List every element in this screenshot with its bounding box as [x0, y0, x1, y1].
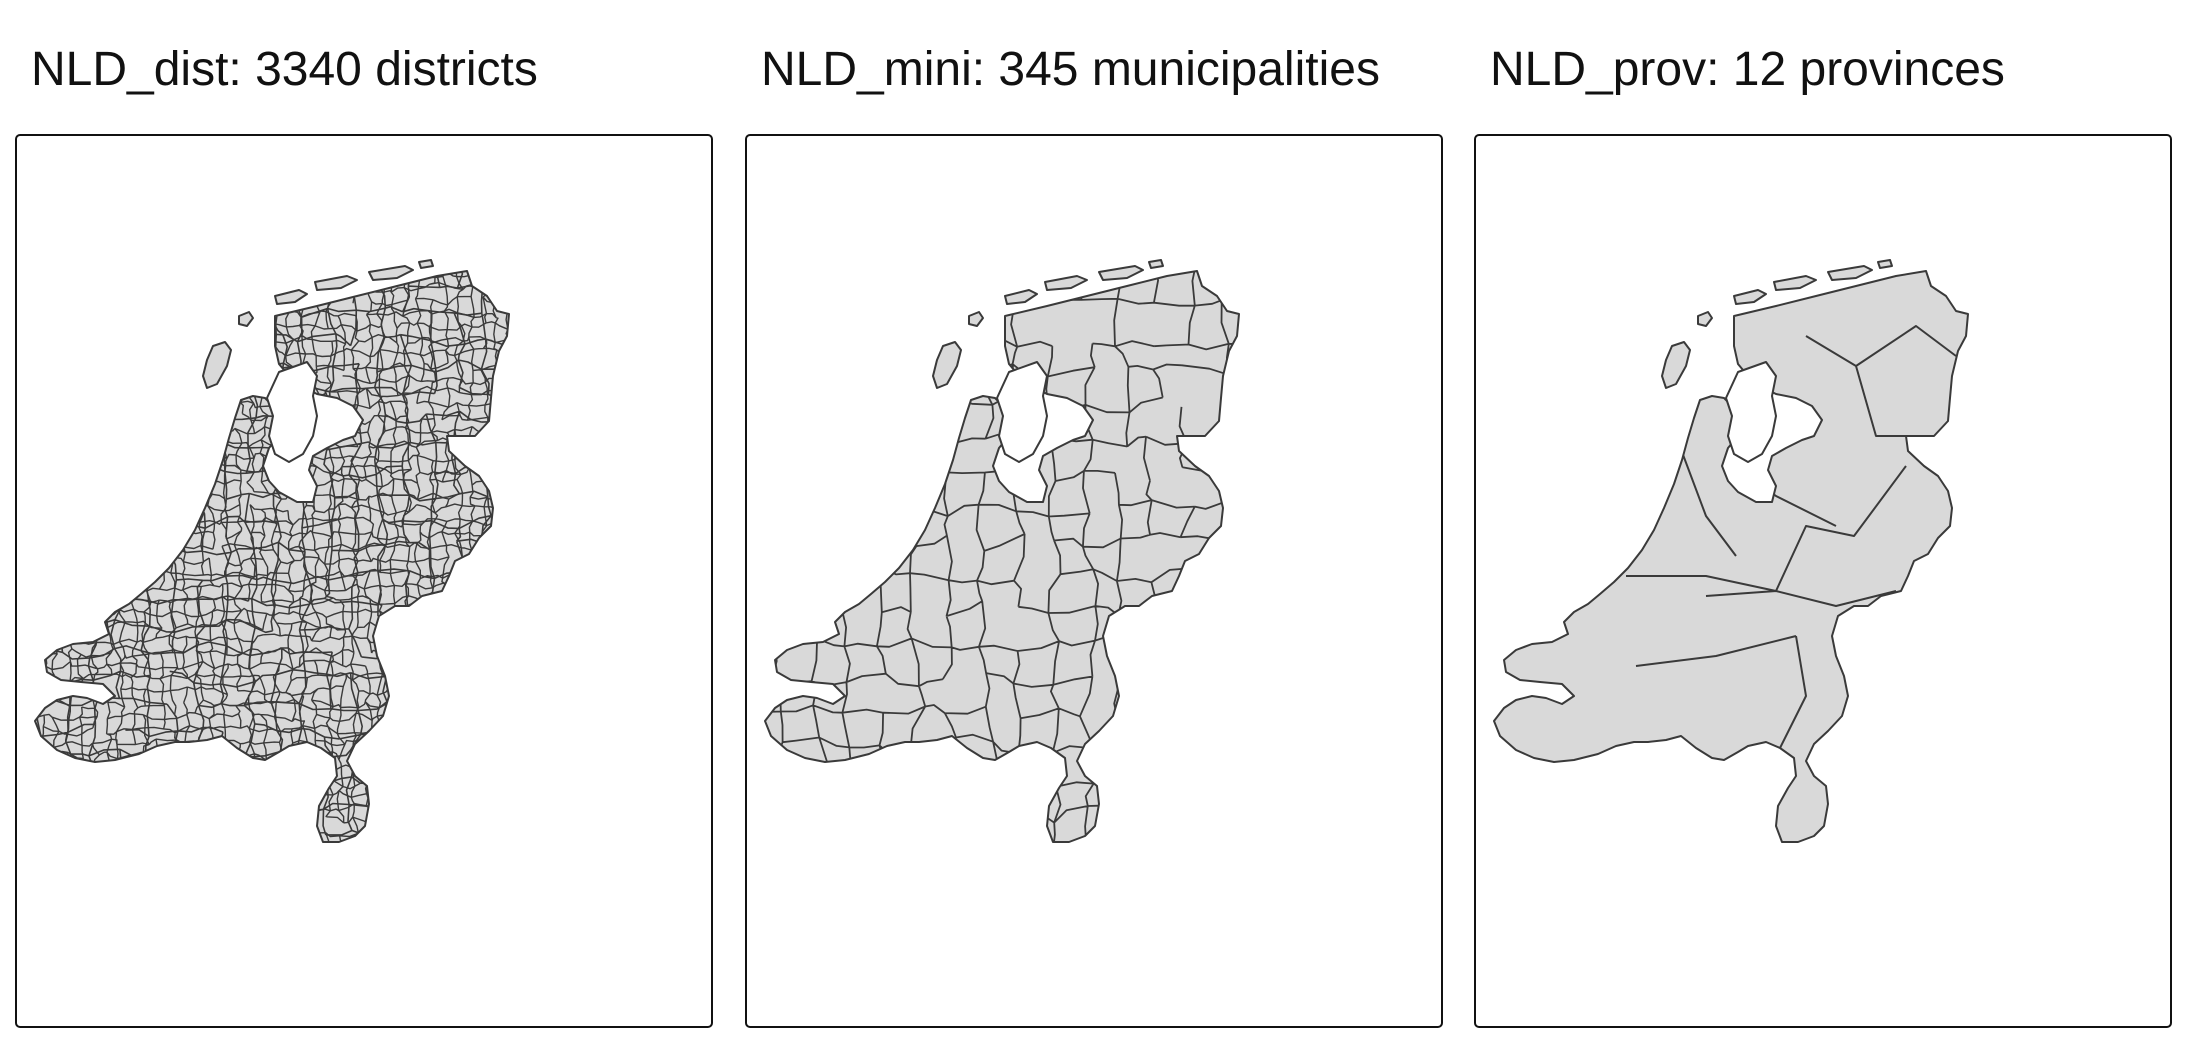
island-region — [1044, 275, 1088, 291]
island-region — [418, 259, 434, 269]
mainland-region — [34, 270, 510, 843]
mainland-region — [1493, 270, 1969, 843]
island-region — [1733, 289, 1767, 305]
panel-title: NLD_prov: 12 provinces — [1490, 43, 2005, 96]
island-region — [1098, 265, 1144, 281]
map-frame-provinces — [1474, 134, 2172, 1028]
island-region — [1877, 259, 1893, 269]
island-region — [932, 341, 962, 389]
island-region — [314, 275, 358, 291]
ijsselmeer-water — [996, 361, 1048, 463]
island-region — [274, 289, 308, 305]
panel-title: NLD_mini: 345 municipalities — [761, 43, 1380, 96]
island-region — [202, 341, 232, 389]
map-frame-municipalities — [745, 134, 1443, 1028]
island-region — [1661, 341, 1691, 389]
netherlands-map-provinces — [1493, 259, 1969, 843]
mainland-region — [764, 270, 1240, 843]
map-frame-districts — [15, 134, 713, 1028]
panel-provinces: NLD_prov: 12 provinces — [1474, 0, 2172, 1030]
island-region — [1148, 259, 1164, 269]
ijsselmeer-water — [1725, 361, 1777, 463]
island-region — [1773, 275, 1817, 291]
panel-municipalities: NLD_mini: 345 municipalities — [745, 0, 1443, 1030]
ijsselmeer-water — [266, 361, 318, 463]
island-region — [1697, 311, 1713, 327]
panel-districts: NLD_dist: 3340 districts — [15, 0, 713, 1030]
netherlands-map-municipalities — [764, 259, 1240, 843]
panel-title: NLD_dist: 3340 districts — [31, 43, 538, 96]
netherlands-map-districts — [34, 259, 510, 843]
island-region — [1827, 265, 1873, 281]
island-region — [968, 311, 984, 327]
island-region — [1004, 289, 1038, 305]
island-region — [238, 311, 254, 327]
province-borders — [1626, 325, 1957, 757]
island-region — [368, 265, 414, 281]
